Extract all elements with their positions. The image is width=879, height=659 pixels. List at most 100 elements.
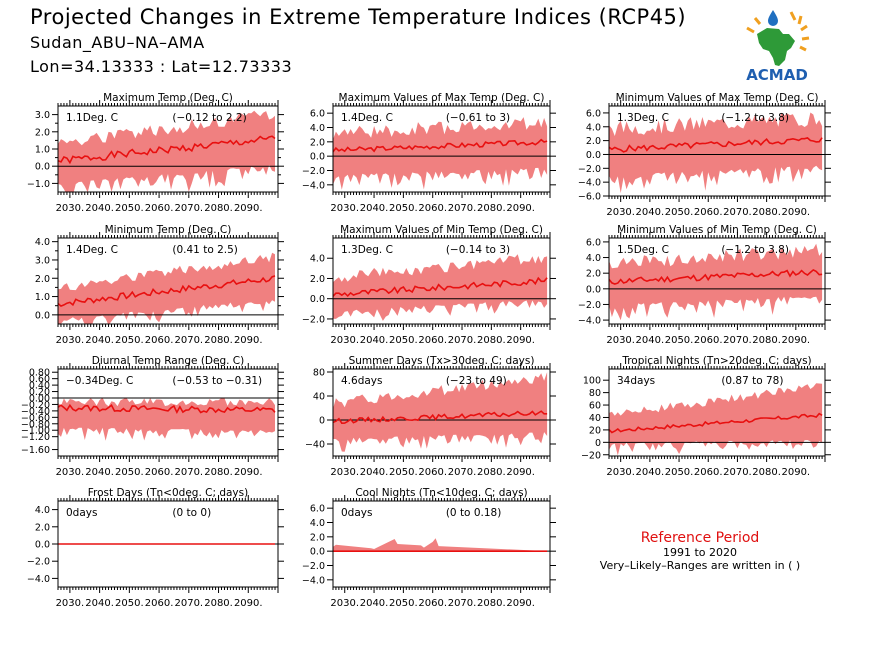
chart-range: (−0.53 to −0.31) <box>172 375 262 387</box>
x-tick-label: 2060. <box>694 467 723 478</box>
y-tick-label: −2.0 <box>578 164 601 175</box>
y-tick-label: 0.0 <box>586 284 601 295</box>
y-tick-label: −1.60 <box>21 445 50 456</box>
reference-period-block: Reference Period 1991 to 2020 Very–Likel… <box>560 530 840 572</box>
chart-title: Frost Days (Tn<0deg. C; days) <box>88 487 248 499</box>
plot-area <box>333 117 550 190</box>
y-tick-label: 6.0 <box>310 504 325 515</box>
median-line <box>333 276 548 298</box>
y-tick-label: 0.0 <box>310 547 325 558</box>
x-tick-label: 2050. <box>389 203 418 214</box>
y-tick-label: 40 <box>313 392 325 403</box>
x-tick-label: 2070. <box>723 467 752 478</box>
y-tick-label: −2.0 <box>302 166 325 177</box>
y-tick-label: 2.0 <box>35 274 50 285</box>
range-band <box>609 383 823 456</box>
range-band <box>609 112 823 194</box>
x-tick-label: 2080. <box>204 467 233 478</box>
y-tick-label: 6.0 <box>586 237 601 248</box>
y-tick-label: 4.0 <box>586 122 601 133</box>
chart-stat: 1.3Deg. C <box>617 112 669 124</box>
median-line <box>609 268 823 285</box>
x-tick-label: 2050. <box>389 467 418 478</box>
median-line <box>58 135 276 165</box>
y-tick-label: 3.0 <box>35 110 50 121</box>
chart-range: (0 to 0.18) <box>446 507 501 519</box>
x-tick-label: 2030. <box>56 203 85 214</box>
x-tick-label: 2030. <box>56 335 85 346</box>
x-tick-label: 2040. <box>85 335 114 346</box>
chart-1: −1.0 0.0 1.0 2.0 3.0 2030. 2040. 2050. 2060. 2070… <box>27 92 284 214</box>
y-tick-label: 6.0 <box>310 109 325 120</box>
africa-map-logo-icon: ACMAD <box>746 10 810 84</box>
y-tick-label: −2.0 <box>302 561 325 572</box>
y-tick-label: 0 <box>595 438 601 449</box>
x-tick-label: 2090. <box>234 467 263 478</box>
chart-stat: 34days <box>617 375 655 387</box>
x-tick-label: 2050. <box>665 467 694 478</box>
y-tick-label: 80 <box>313 368 325 379</box>
y-tick-label: 1.0 <box>35 145 50 156</box>
x-tick-label: 2090. <box>234 335 263 346</box>
y-tick-label: 0 <box>319 416 325 427</box>
y-tick-label: 4.0 <box>586 253 601 264</box>
y-tick-label: −1.00 <box>21 426 50 437</box>
chart-8: −40 0 40 80 2030. 2040. 2050. 2060. 2070. 2080. 20… <box>305 355 556 478</box>
y-tick-label: 60 <box>589 401 601 412</box>
chart-title: Maximum Values of Min Temp (Deg. C) <box>340 224 543 236</box>
y-tick-label: 80 <box>589 388 601 399</box>
y-tick-label: 0.20 <box>29 387 50 398</box>
y-tick-label: 1.0 <box>35 292 50 303</box>
chart-range: (−1.2 to 3.8) <box>721 112 789 124</box>
x-tick-label: 2030. <box>330 335 359 346</box>
x-tick-label: 2060. <box>145 335 174 346</box>
chart-title: Maximum Values of Max Temp (Deg. C) <box>339 92 545 104</box>
chart-range: (−0.61 to 3) <box>446 112 510 124</box>
plot-area <box>58 110 278 192</box>
y-tick-label: 4.0 <box>35 505 50 516</box>
x-tick-label: 2070. <box>174 598 203 609</box>
range-band <box>333 372 548 452</box>
chart-range: (−0.12 to 2.2) <box>172 112 246 124</box>
y-tick-label: 0.0 <box>35 310 50 321</box>
x-tick-label: 2030. <box>606 207 635 218</box>
y-tick-label: 40 <box>589 413 601 424</box>
y-tick-label: −0.60 <box>21 413 50 424</box>
reference-period-note: Very–Likely–Ranges are written in ( ) <box>599 559 801 572</box>
x-tick-label: 2090. <box>781 335 810 346</box>
y-tick-label: 6.0 <box>586 108 601 119</box>
y-tick-label: 0.00 <box>29 394 50 405</box>
y-tick-label: −4.0 <box>302 575 325 586</box>
x-tick-label: 2060. <box>418 203 447 214</box>
y-tick-label: 20 <box>589 425 601 436</box>
plot-area <box>609 112 825 194</box>
range-band <box>333 254 548 321</box>
y-tick-label: −0.80 <box>21 419 50 430</box>
x-tick-label: 2060. <box>694 335 723 346</box>
x-tick-label: 2040. <box>636 467 665 478</box>
y-tick-label: −6.0 <box>578 192 601 203</box>
x-tick-label: 2030. <box>606 467 635 478</box>
chart-stat: 0days <box>341 507 372 519</box>
chart-range: (0 to 0) <box>172 507 211 519</box>
y-tick-label: −2.0 <box>578 300 601 311</box>
africa-shape-icon <box>757 28 795 66</box>
y-tick-label: 2.0 <box>35 522 50 533</box>
x-tick-label: 2080. <box>477 203 506 214</box>
chart-stat: 1.3Deg. C <box>341 244 393 256</box>
x-tick-label: 2030. <box>56 467 85 478</box>
x-tick-label: 2090. <box>781 207 810 218</box>
x-tick-label: 2050. <box>389 598 418 609</box>
y-tick-label: −4.0 <box>578 316 601 327</box>
x-tick-label: 2060. <box>145 467 174 478</box>
y-tick-label: 2.0 <box>586 269 601 280</box>
x-tick-label: 2030. <box>330 598 359 609</box>
x-tick-label: 2060. <box>145 598 174 609</box>
y-tick-label: 0.0 <box>35 540 50 551</box>
x-tick-label: 2070. <box>448 335 477 346</box>
range-band <box>58 397 275 441</box>
plot-area <box>58 397 278 441</box>
plot-area <box>58 252 278 324</box>
